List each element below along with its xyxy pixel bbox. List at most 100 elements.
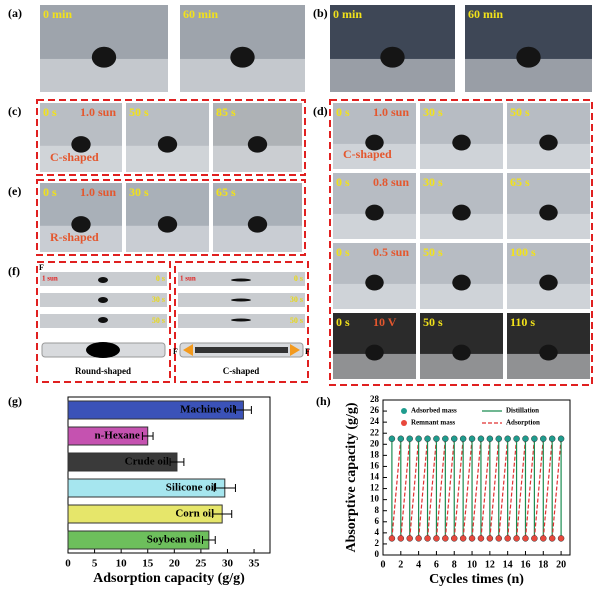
point [442, 435, 449, 442]
point [397, 535, 405, 542]
photo-caption: 1 sun [180, 275, 196, 283]
legend-label: Remnant mass [411, 419, 455, 427]
droplet [516, 46, 541, 68]
point [450, 435, 458, 442]
photo-caption: 0 s [336, 245, 350, 259]
category-label: Machine oil [180, 404, 235, 416]
x-tick-label: 14 [503, 559, 513, 570]
point [442, 535, 449, 542]
legend-label: Adsorbed mass [411, 407, 457, 415]
point [477, 435, 485, 442]
shape-label: C-shaped [223, 366, 260, 376]
droplet [539, 204, 558, 221]
photo-caption: 0 s [294, 274, 303, 283]
photo-caption: 30 s [423, 175, 443, 189]
photo-caption: 65 s [510, 175, 530, 189]
point [531, 435, 538, 442]
error-bar [169, 458, 185, 466]
droplet [98, 297, 108, 303]
y-tick-label: 10 [370, 494, 380, 504]
droplet [195, 347, 288, 353]
dashed-box [36, 261, 171, 383]
x-tick-label: 8 [452, 559, 457, 570]
photo-caption: 110 s [510, 315, 535, 329]
adsorption-segment [480, 438, 491, 539]
legend-label: Distillation [506, 407, 539, 415]
droplet [86, 342, 120, 358]
x-tick-label: 20 [556, 559, 566, 570]
point [548, 435, 556, 442]
point [433, 435, 440, 442]
photo-caption: 0.8 sun [373, 175, 409, 189]
droplet [365, 134, 384, 151]
droplet [247, 216, 268, 233]
adsorption-segment [507, 438, 518, 539]
point [548, 535, 556, 542]
x-tick-label: 25 [195, 558, 207, 570]
point [486, 535, 494, 542]
droplet [157, 216, 178, 233]
photo-caption: 30 s [423, 105, 443, 119]
error-bar [212, 510, 233, 518]
x-tick-label: 5 [92, 558, 98, 570]
droplet [365, 274, 384, 291]
photo-caption: 0 s [336, 105, 350, 119]
point [459, 535, 467, 542]
point [513, 435, 520, 442]
point [495, 435, 503, 442]
x-tick-label: 12 [485, 559, 495, 570]
photo-caption: 1.0 sun [80, 185, 116, 199]
x-tick-label: 6 [434, 559, 439, 570]
droplet [231, 278, 251, 282]
legend-marker [401, 408, 407, 414]
x-tick-label: 16 [520, 559, 530, 570]
panel-label: (e) [8, 184, 21, 198]
point [522, 435, 529, 442]
category-label: n-Hexane [95, 430, 140, 442]
y-tick-label: 12 [370, 483, 380, 493]
legend-label: Adsorption [506, 419, 540, 427]
point [415, 435, 422, 442]
y-tick-label: 26 [370, 405, 380, 415]
photo-caption: 50 s [510, 105, 530, 119]
photo-caption: 30 s [290, 295, 303, 304]
adsorption-segment [471, 438, 482, 539]
droplet [365, 204, 384, 221]
error-bar [141, 432, 154, 440]
panel-label: (g) [8, 394, 22, 408]
y-tick-label: 22 [370, 427, 380, 437]
droplet [539, 274, 558, 291]
adsorption-segment [426, 438, 438, 539]
x-tick-label: 10 [116, 558, 128, 570]
photo-caption: 50 s [152, 316, 165, 325]
point [531, 535, 538, 542]
adsorption-segment [515, 438, 527, 539]
photo-caption: 0 min [43, 7, 72, 21]
y-tick-label: 28 [370, 394, 380, 404]
force-label: F [39, 263, 44, 272]
photo-caption: 1.0 sun [80, 105, 116, 119]
x-tick-label: 0 [381, 559, 386, 570]
droplet [452, 204, 471, 221]
error-bar [201, 536, 216, 544]
photo-caption: 50 s [423, 315, 443, 329]
adsorption-segment [498, 438, 509, 539]
droplet [230, 46, 255, 68]
point [495, 535, 503, 542]
x-tick-label: 18 [538, 559, 548, 570]
y-tick-label: 4 [375, 527, 380, 537]
photo-caption: 0 s [156, 274, 165, 283]
category-label: Corn oil [175, 508, 214, 520]
droplet [71, 136, 91, 153]
point [513, 535, 520, 542]
photo-caption: 0 min [333, 7, 362, 21]
adsorption-segment [444, 438, 455, 539]
photo-caption: 50 s [423, 245, 443, 259]
photo-caption: 50 s [129, 105, 149, 119]
point [468, 535, 476, 542]
y-tick-label: 2 [375, 538, 380, 548]
dashed-box [174, 261, 309, 383]
point [540, 435, 547, 442]
photo-caption: R-shaped [50, 230, 99, 244]
